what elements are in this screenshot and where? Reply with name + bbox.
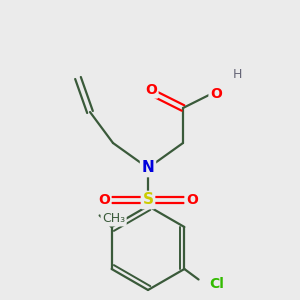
Text: O: O (186, 193, 198, 207)
Text: CH₃: CH₃ (102, 212, 125, 225)
Text: H: H (232, 68, 242, 80)
Text: S: S (142, 193, 154, 208)
Text: O: O (145, 83, 157, 97)
Text: N: N (142, 160, 154, 175)
Text: O: O (98, 193, 110, 207)
Text: O: O (210, 87, 222, 101)
Text: Cl: Cl (209, 277, 224, 290)
